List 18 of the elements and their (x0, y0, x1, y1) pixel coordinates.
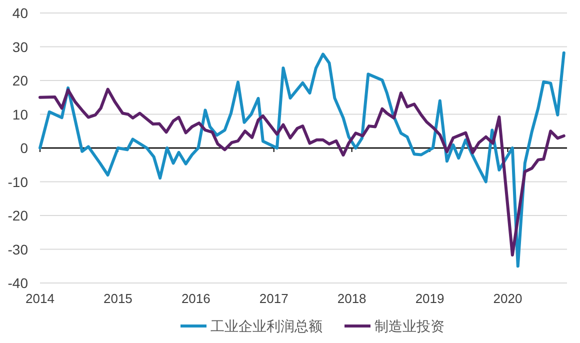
x-tick-label: 2015 (104, 291, 132, 306)
y-tick-label: -10 (8, 174, 28, 190)
x-tick-label: 2016 (181, 291, 210, 306)
y-tick-label: 10 (12, 106, 28, 122)
y-tick-label: 40 (12, 5, 28, 21)
y-tick-label: 30 (12, 38, 28, 55)
y-tick-label: -30 (8, 241, 28, 258)
y-tick-label: -40 (8, 275, 28, 291)
y-tick-label: 0 (20, 140, 28, 156)
x-tick-label: 2020 (493, 291, 522, 306)
y-tick-label: 20 (12, 72, 28, 88)
x-tick-label: 2017 (259, 291, 288, 306)
x-tick-label: 2014 (26, 291, 54, 306)
legend-label: 制造业投资 (374, 318, 444, 334)
legend-label: 工业企业利润总额 (210, 318, 322, 334)
y-tick-label: -20 (8, 208, 28, 224)
x-tick-label: 2019 (415, 291, 444, 306)
x-tick-label: 2018 (337, 291, 366, 306)
